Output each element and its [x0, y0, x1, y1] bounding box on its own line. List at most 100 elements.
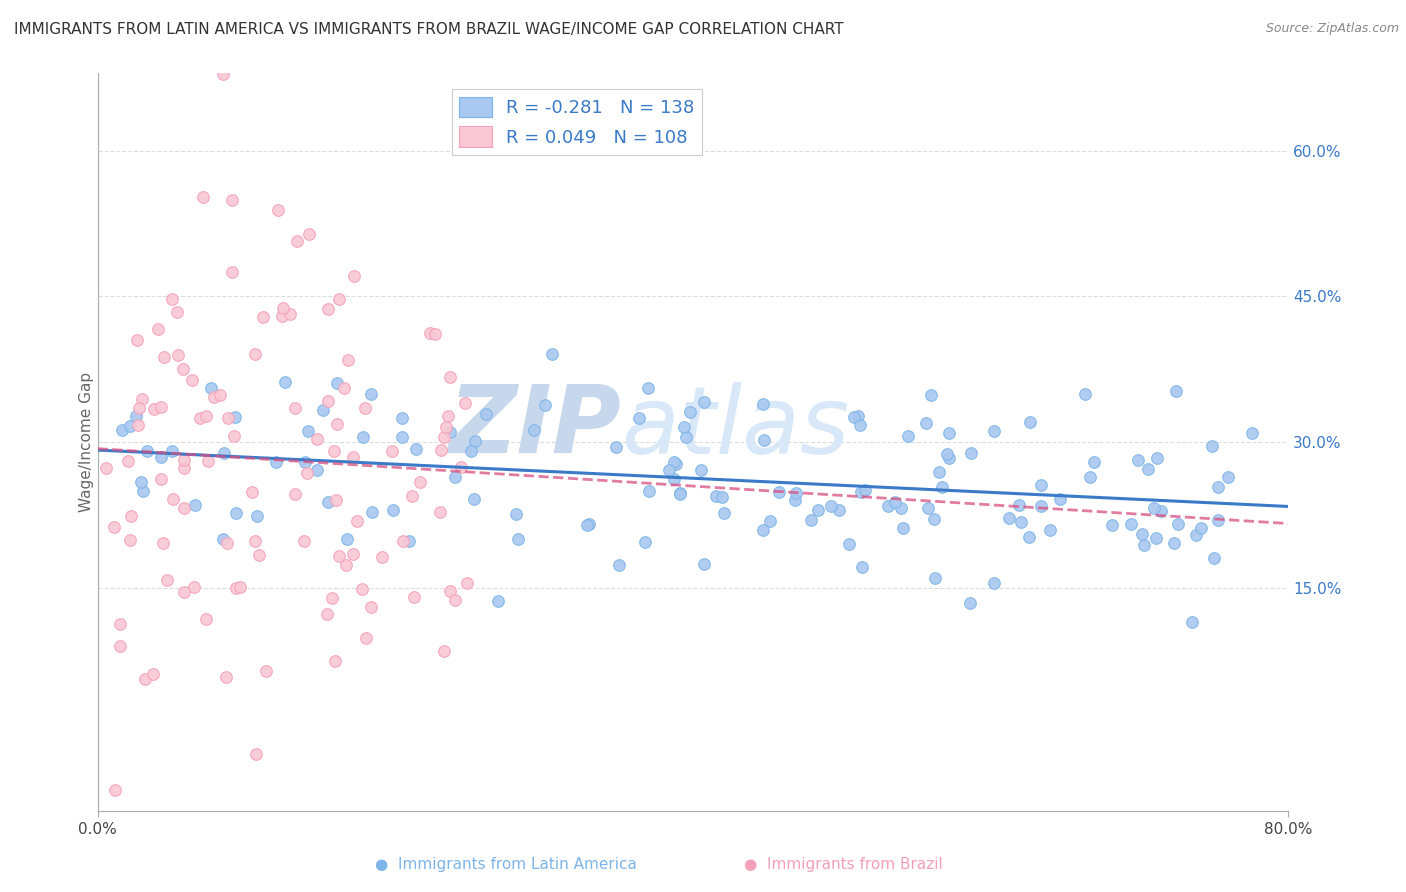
Point: [254, 665, 277, 679]
Point: [152, 350, 174, 364]
Point: [335, 558, 357, 572]
Point: [433, 643, 456, 657]
Point: [897, 429, 920, 443]
Point: [759, 514, 782, 528]
Point: [662, 455, 685, 469]
Point: [104, 782, 127, 797]
Point: [202, 391, 225, 405]
Point: [173, 585, 195, 599]
Point: [444, 593, 467, 607]
Point: [1133, 538, 1156, 552]
Point: [108, 639, 131, 653]
Point: [662, 472, 685, 486]
Point: [278, 307, 301, 321]
Point: [506, 532, 529, 546]
Point: [891, 520, 914, 534]
Point: [1078, 470, 1101, 484]
Point: [156, 573, 179, 587]
Point: [960, 446, 983, 460]
Point: [297, 424, 319, 438]
Point: [605, 441, 627, 455]
Point: [1146, 450, 1168, 465]
Point: [983, 576, 1005, 591]
Point: [181, 373, 204, 387]
Point: [294, 455, 316, 469]
Point: [325, 492, 347, 507]
Point: [316, 302, 339, 317]
Point: [391, 430, 413, 444]
Point: [693, 558, 716, 572]
Point: [350, 582, 373, 597]
Point: [1150, 504, 1173, 518]
Point: [1049, 492, 1071, 507]
Point: [844, 410, 866, 425]
Point: [820, 499, 842, 513]
Point: [96, 461, 118, 475]
Point: [437, 409, 460, 424]
Point: [1189, 520, 1212, 534]
Point: [128, 401, 150, 416]
Point: [638, 484, 661, 499]
Point: [273, 301, 295, 316]
Point: [807, 502, 830, 516]
Point: [273, 375, 295, 389]
Point: [838, 537, 860, 551]
Point: [959, 596, 981, 610]
Point: [849, 418, 872, 433]
Point: [658, 463, 681, 477]
Point: [360, 387, 382, 401]
Point: [1029, 478, 1052, 492]
Point: [312, 402, 335, 417]
Point: [132, 484, 155, 499]
Point: [1119, 516, 1142, 531]
Point: [142, 667, 165, 681]
Point: [877, 499, 900, 513]
Point: [194, 612, 217, 626]
Point: [353, 430, 375, 444]
Point: [689, 463, 711, 477]
Legend: R = -0.281   N = 138, R = 0.049   N = 108: R = -0.281 N = 138, R = 0.049 N = 108: [451, 89, 702, 154]
Point: [120, 508, 142, 523]
Point: [673, 420, 696, 434]
Point: [392, 533, 415, 548]
Point: [534, 398, 557, 412]
Point: [149, 472, 172, 486]
Point: [432, 430, 454, 444]
Point: [131, 392, 153, 406]
Point: [292, 533, 315, 548]
Point: [173, 453, 195, 467]
Point: [752, 523, 775, 537]
Point: [307, 432, 329, 446]
Point: [150, 400, 173, 414]
Point: [316, 495, 339, 509]
Point: [225, 506, 247, 520]
Point: [103, 520, 125, 534]
Point: [336, 532, 359, 546]
Point: [316, 607, 339, 622]
Point: [679, 405, 702, 419]
Point: [474, 407, 496, 421]
Point: [853, 483, 876, 497]
Point: [578, 516, 600, 531]
Point: [224, 410, 246, 425]
Point: [184, 498, 207, 512]
Point: [143, 401, 166, 416]
Point: [439, 425, 461, 439]
Point: [381, 444, 404, 458]
Point: [271, 309, 294, 323]
Point: [752, 434, 775, 448]
Point: [785, 492, 807, 507]
Point: [936, 447, 959, 461]
Point: [229, 580, 252, 594]
Point: [221, 193, 243, 207]
Point: [402, 590, 425, 604]
Point: [267, 202, 290, 217]
Point: [191, 189, 214, 203]
Point: [917, 501, 939, 516]
Point: [342, 450, 364, 465]
Point: [245, 747, 267, 761]
Point: [398, 534, 420, 549]
Point: [938, 450, 960, 465]
Point: [1137, 462, 1160, 476]
Point: [326, 376, 349, 391]
